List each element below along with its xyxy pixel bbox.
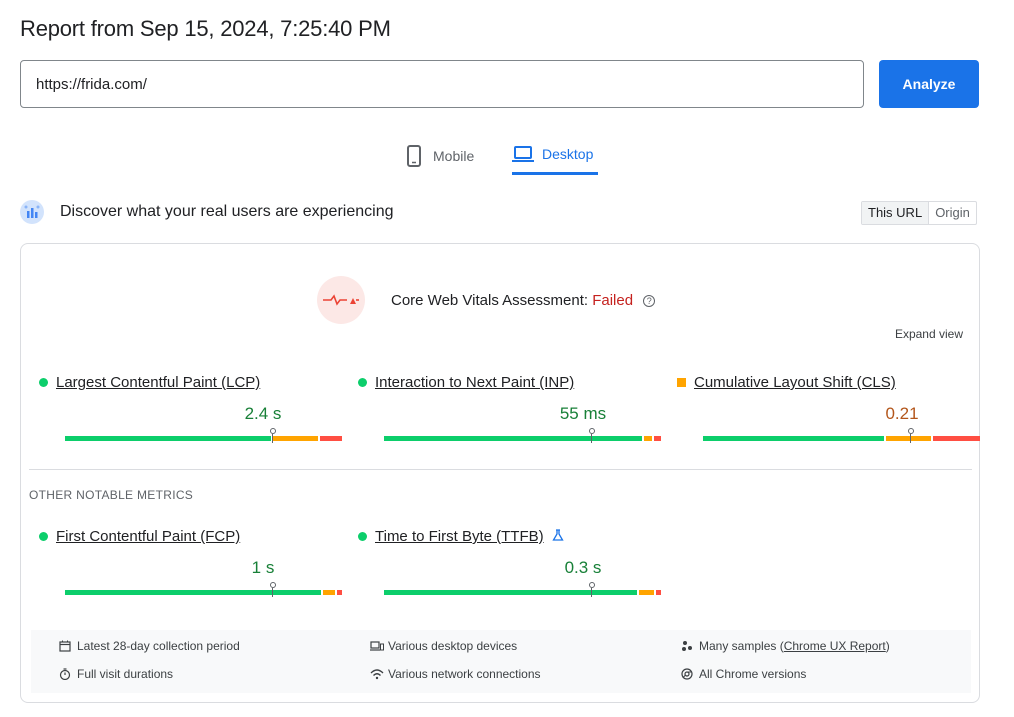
good-segment [65,590,321,595]
footer-durations: Full visit durations [59,667,173,681]
scope-this-url[interactable]: This URL [862,202,930,224]
good-segment [384,590,637,595]
durations-text: Full visit durations [77,667,174,681]
good-segment [703,436,884,441]
footer-network: Various network connections [370,667,541,681]
good-segment [384,436,642,441]
expand-view-link[interactable]: Expand view [894,327,963,341]
p75-marker [589,582,595,598]
footer-samples: Many samples (Chrome UX Report) [681,639,890,653]
footer-versions: All Chrome versions [681,667,806,681]
device-tabs: Mobile Desktop [0,136,1014,176]
metric-fcp-distribution [65,582,342,597]
url-input[interactable] [20,60,864,108]
metric-lcp-distribution [65,428,342,443]
chrome-icon [681,668,693,680]
other-metrics-label: OTHER NOTABLE METRICS [29,488,194,502]
samples-suffix: ) [885,639,890,653]
needs-improvement-segment [886,436,931,441]
phone-icon [403,144,425,168]
poor-segment [337,590,342,595]
p75-marker [589,428,595,444]
footer-collection-period: Latest 28-day collection period [59,639,240,653]
tab-mobile[interactable]: Mobile [403,136,474,175]
help-icon[interactable]: ? [643,294,656,307]
metric-lcp-name[interactable]: Largest Contentful Paint (LCP) [56,374,261,391]
footer-devices: Various desktop devices [370,639,517,653]
metric-cls-value: 0.21 [885,404,919,423]
good-dot-icon [39,378,48,387]
failed-pulse-icon [317,276,365,324]
tab-desktop[interactable]: Desktop [512,136,598,175]
poor-segment [320,436,342,441]
metric-inp-name[interactable]: Interaction to Next Paint (INP) [375,374,575,391]
metric-fcp-name[interactable]: First Contentful Paint (FCP) [56,528,241,545]
section-divider [29,469,972,470]
needs-improvement-segment [273,436,318,441]
discover-text: Discover what your real users are experi… [60,203,394,220]
needs-improvement-segment [639,590,654,595]
poor-segment [656,590,661,595]
metric-cls-name[interactable]: Cumulative Layout Shift (CLS) [694,374,896,391]
poor-segment [933,436,980,441]
report-title: Report from Sep 15, 2024, 7:25:40 PM [20,16,391,41]
cwv-assessment-text: Core Web Vitals Assessment: Failed ? [391,291,656,309]
cwv-assessment: Core Web Vitals Assessment: Failed ? [317,276,656,324]
cwv-label: Core Web Vitals Assessment: [391,291,589,309]
devices-text: Various desktop devices [388,639,518,653]
cwv-status: Failed [592,291,634,309]
metric-lcp: Largest Contentful Paint (LCP) 2.4 s [39,374,342,443]
metric-ttfb-distribution [384,582,661,597]
metric-inp-distribution [384,428,661,443]
needs-improvement-square-icon [677,378,686,387]
calendar-icon [59,640,71,652]
metric-cls-distribution [703,428,980,443]
analyze-button[interactable]: Analyze [879,60,979,108]
flask-icon [551,528,564,545]
stopwatch-icon [59,668,71,681]
metric-inp-value: 55 ms [559,404,607,423]
metric-cls: Cumulative Layout Shift (CLS) 0.21 [677,374,980,443]
metric-ttfb-value: 0.3 s [564,558,602,577]
metric-fcp: First Contentful Paint (FCP) 1 s [39,528,342,597]
needs-improvement-segment [323,590,335,595]
needs-improvement-segment [644,436,652,441]
metric-ttfb-name[interactable]: Time to First Byte (TTFB) [375,528,544,545]
devices-icon [370,640,384,652]
metric-ttfb: Time to First Byte (TTFB) 0.3 s [358,528,661,597]
metric-inp: Interaction to Next Paint (INP) 55 ms [358,374,661,443]
collection-period-text: Latest 28-day collection period [77,639,240,653]
good-dot-icon [39,532,48,541]
samples-prefix: Many samples ( [699,639,784,653]
metric-lcp-value: 2.4 s [244,404,282,423]
tab-mobile-label: Mobile [433,147,475,164]
p75-marker [270,428,276,444]
versions-text: All Chrome versions [699,667,807,681]
good-dot-icon [358,378,367,387]
wifi-icon [370,668,384,680]
chrome-ux-report-link[interactable]: Chrome UX Report [783,639,886,653]
tab-desktop-label: Desktop [542,146,594,162]
scope-origin[interactable]: Origin [935,205,970,220]
good-segment [65,436,271,441]
users-chart-icon [20,200,44,224]
p75-marker [908,428,914,444]
p75-marker [270,582,276,598]
collection-info: Latest 28-day collection period Various … [31,630,971,693]
poor-segment [654,436,661,441]
laptop-icon [512,144,534,164]
discover-section: Discover what your real users are experi… [20,200,393,224]
field-data-card: Core Web Vitals Assessment: Failed ? Exp… [20,243,980,703]
samples-text: Many samples (Chrome UX Report) [699,639,890,653]
good-dot-icon [358,532,367,541]
network-text: Various network connections [388,667,541,681]
samples-icon [681,640,693,652]
metric-fcp-value: 1 s [251,558,275,577]
scope-toggle: This URL Origin [861,201,977,225]
